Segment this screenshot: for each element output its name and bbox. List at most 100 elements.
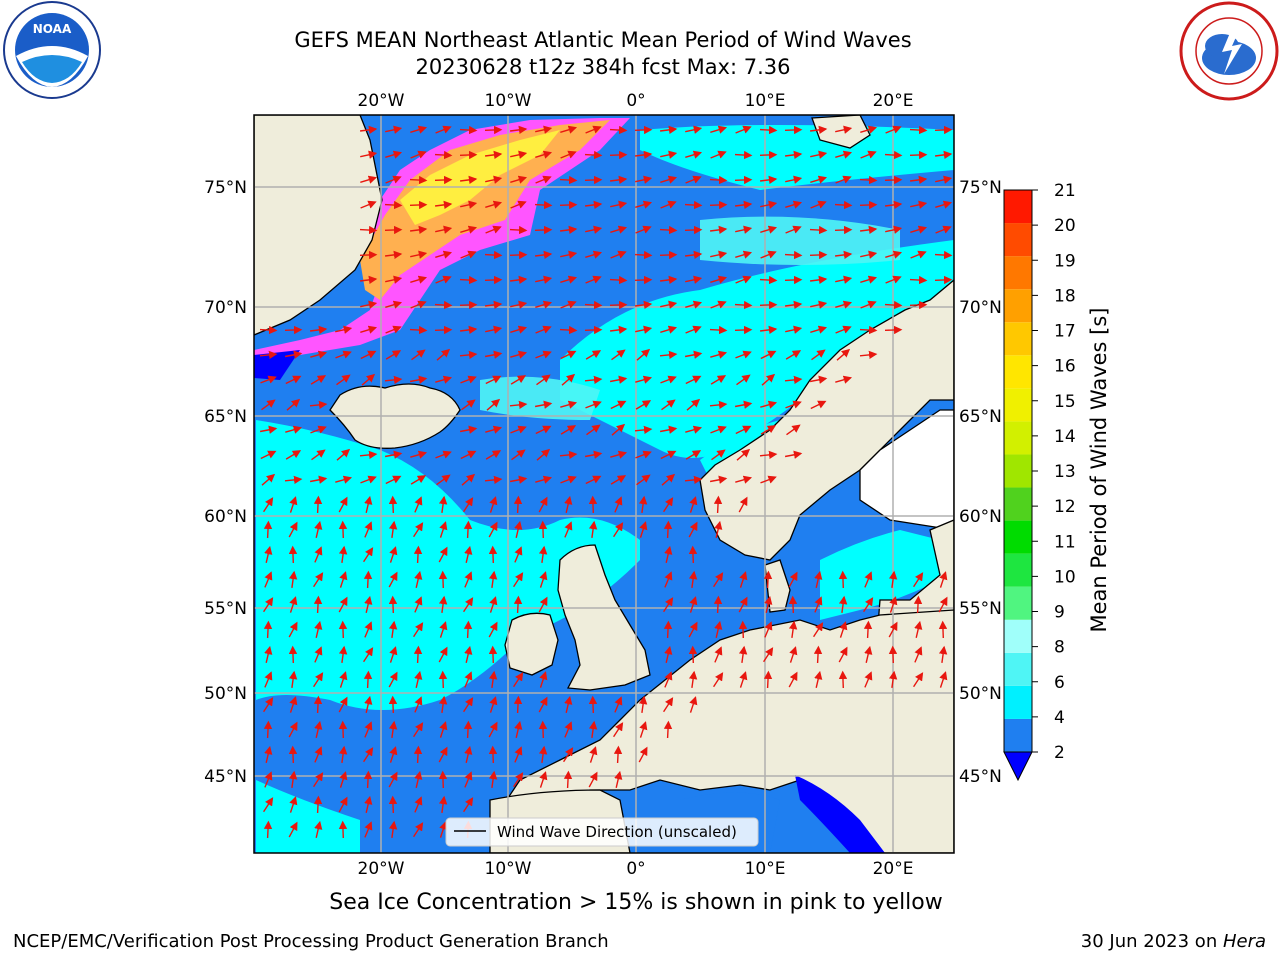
wind-wave-arrow bbox=[610, 475, 627, 485]
wind-wave-arrow bbox=[585, 350, 602, 360]
wind-wave-arrow bbox=[364, 821, 373, 838]
footer-credit: NCEP/EMC/Verification Post Processing Pr… bbox=[13, 931, 609, 952]
wind-wave-arrow bbox=[360, 275, 378, 285]
wind-wave-arrow bbox=[663, 720, 673, 739]
wind-wave-arrow bbox=[739, 571, 748, 588]
wind-wave-arrow bbox=[434, 325, 453, 335]
wind-wave-arrow bbox=[638, 495, 648, 513]
wind-wave-arrow bbox=[464, 745, 473, 763]
wind-wave-arrow bbox=[761, 373, 776, 386]
wind-wave-arrow bbox=[463, 597, 474, 613]
wind-wave-arrow bbox=[810, 175, 828, 184]
wind-wave-arrow bbox=[888, 570, 898, 588]
colorbar-tick-label: 13 bbox=[1054, 462, 1076, 482]
wind-wave-arrow bbox=[410, 225, 428, 235]
colorbar-tick-label: 18 bbox=[1054, 286, 1076, 306]
wind-wave-arrow bbox=[361, 373, 376, 386]
wind-wave-arrow bbox=[610, 325, 628, 335]
wind-wave-arrow bbox=[688, 545, 698, 564]
wind-wave-arrow bbox=[864, 571, 873, 588]
wind-wave-arrow bbox=[838, 646, 848, 663]
wind-wave-arrow bbox=[885, 125, 902, 134]
legend-label: Wind Wave Direction (unscaled) bbox=[497, 823, 737, 841]
wind-wave-arrow bbox=[585, 125, 602, 134]
wind-wave-arrow bbox=[288, 645, 298, 664]
colorbar-segment bbox=[1004, 289, 1032, 323]
wind-wave-arrow bbox=[535, 300, 553, 309]
wind-wave-arrow bbox=[488, 570, 498, 588]
wind-wave-arrow bbox=[389, 546, 398, 563]
wind-wave-arrow bbox=[935, 150, 953, 160]
colorbar: 2 4 6 8 9 10 11 12 13 14 15 16 17 18 19 20 21 bbox=[1003, 181, 1076, 782]
wind-wave-arrow bbox=[610, 250, 627, 259]
colorbar-tick-label: 4 bbox=[1054, 708, 1065, 728]
wind-wave-arrow bbox=[810, 325, 828, 334]
wind-wave-arrow bbox=[535, 125, 553, 134]
wind-wave-arrow bbox=[564, 495, 573, 513]
wind-wave-arrow bbox=[309, 400, 328, 410]
wind-wave-arrow bbox=[614, 770, 623, 788]
wind-wave-arrow bbox=[660, 125, 678, 135]
wind-wave-arrow bbox=[713, 595, 723, 614]
wind-wave-arrow bbox=[310, 350, 328, 359]
colorbar-segment bbox=[1004, 487, 1032, 521]
wind-wave-arrow bbox=[385, 325, 402, 334]
wind-wave-arrow bbox=[435, 275, 452, 284]
wind-wave-arrow bbox=[309, 475, 328, 484]
wind-wave-arrow bbox=[738, 596, 748, 613]
wind-wave-arrow bbox=[839, 621, 848, 638]
wind-wave-arrow bbox=[635, 375, 653, 384]
wind-wave-arrow bbox=[413, 622, 424, 638]
wind-wave-arrow bbox=[488, 521, 498, 538]
wind-wave-arrow bbox=[259, 350, 278, 360]
wind-wave-arrow bbox=[460, 175, 478, 185]
wind-wave-arrow bbox=[760, 475, 777, 484]
wind-wave-arrow bbox=[563, 770, 573, 789]
wind-wave-arrow bbox=[734, 150, 753, 160]
wind-wave-arrow bbox=[438, 570, 448, 589]
wind-wave-arrow bbox=[585, 475, 602, 485]
wind-wave-arrow bbox=[785, 150, 803, 160]
wind-wave-arrow bbox=[710, 125, 728, 134]
lat-label: 45°N bbox=[959, 767, 1002, 787]
wind-wave-arrow bbox=[585, 200, 603, 210]
wind-wave-arrow bbox=[660, 300, 678, 309]
wind-wave-arrow bbox=[560, 425, 577, 435]
wind-wave-arrow bbox=[785, 400, 802, 409]
wind-wave-arrow bbox=[435, 375, 453, 384]
wind-wave-arrow bbox=[710, 250, 728, 259]
wind-wave-arrow bbox=[559, 450, 578, 460]
wind-wave-arrow bbox=[485, 150, 503, 160]
wind-wave-arrow bbox=[264, 745, 273, 763]
wind-wave-arrow bbox=[538, 720, 548, 739]
wind-wave-arrow bbox=[463, 620, 473, 639]
wind-wave-arrow bbox=[461, 473, 476, 486]
wind-wave-arrow bbox=[785, 200, 803, 209]
wind-wave-arrow bbox=[510, 275, 528, 285]
wind-wave-arrow bbox=[609, 150, 628, 160]
wind-wave-arrow bbox=[564, 695, 573, 713]
wind-wave-arrow bbox=[659, 350, 678, 360]
wind-wave-arrow bbox=[438, 695, 448, 713]
wind-wave-arrow bbox=[389, 746, 398, 763]
wind-wave-arrow bbox=[560, 150, 577, 159]
wind-wave-arrow bbox=[261, 399, 276, 411]
wind-wave-arrow bbox=[414, 796, 423, 813]
wind-wave-arrow bbox=[659, 425, 678, 434]
wind-wave-arrow bbox=[888, 621, 898, 638]
lon-label: 20°W bbox=[358, 859, 405, 879]
wind-wave-arrow bbox=[585, 400, 602, 409]
wind-wave-arrow bbox=[285, 425, 303, 434]
wind-wave-arrow bbox=[685, 275, 703, 284]
wind-wave-arrow bbox=[435, 450, 452, 459]
wind-wave-arrow bbox=[661, 399, 676, 411]
wind-wave-arrow bbox=[364, 521, 373, 538]
wind-wave-arrow bbox=[438, 670, 448, 689]
wind-wave-arrow bbox=[388, 571, 398, 588]
wind-wave-arrow bbox=[388, 495, 398, 514]
wind-wave-arrow bbox=[663, 620, 673, 639]
wind-wave-arrow bbox=[789, 646, 798, 663]
wind-wave-arrow bbox=[760, 250, 777, 259]
wind-wave-arrow bbox=[338, 520, 348, 539]
wind-wave-arrow bbox=[785, 300, 803, 310]
